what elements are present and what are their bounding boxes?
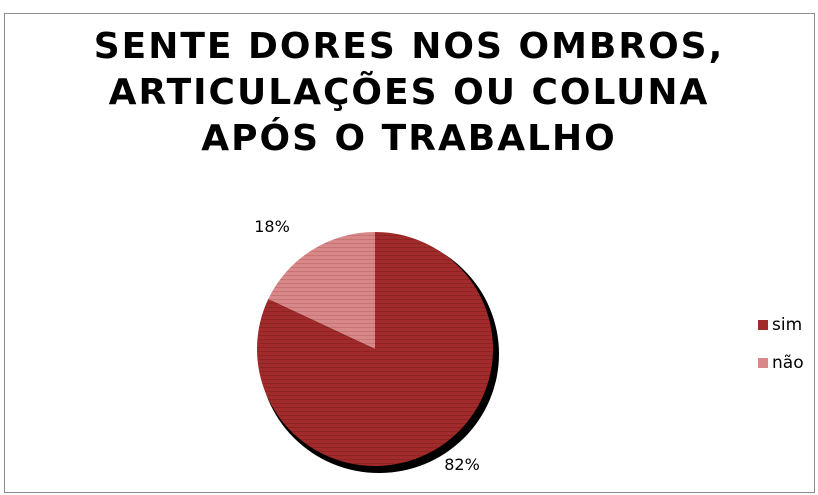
legend: sim não	[758, 312, 804, 388]
pie-slice-nao	[268, 232, 375, 349]
chart-title-line-3: APÓS O TRABALHO	[201, 118, 617, 159]
pie-slice-sim	[257, 232, 493, 467]
legend-swatch-sim	[758, 320, 768, 330]
data-label-sim: 82%	[444, 455, 480, 474]
legend-item-nao: não	[758, 350, 804, 376]
legend-swatch-nao	[758, 358, 768, 368]
data-label-nao: 18%	[254, 217, 290, 236]
chart-title-line-2: ARTICULAÇÕES OU COLUNA	[108, 72, 710, 113]
chart-title: SENTE DORES NOS OMBROS, ARTICULAÇÕES OU …	[0, 24, 818, 162]
pie-slices	[257, 232, 493, 467]
legend-label-sim: sim	[772, 315, 803, 335]
chart-title-line-1: SENTE DORES NOS OMBROS,	[93, 26, 725, 67]
legend-item-sim: sim	[758, 312, 804, 338]
legend-label-nao: não	[772, 353, 804, 373]
